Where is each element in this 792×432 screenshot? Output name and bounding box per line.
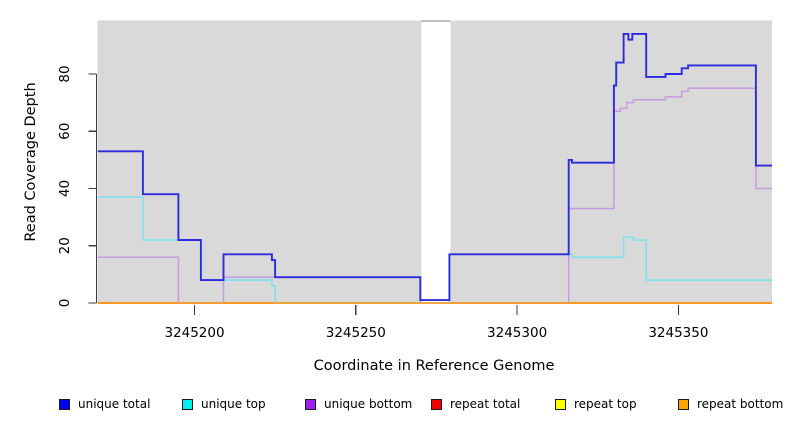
legend-label: unique top	[201, 397, 266, 411]
legend-swatch-unique-top	[182, 399, 193, 410]
legend-label: repeat bottom	[697, 397, 784, 411]
y-tick-label: 20	[57, 237, 73, 254]
legend-item-repeat-top: repeat top	[555, 398, 637, 411]
legend-swatch-unique-bottom	[305, 399, 316, 410]
legend-swatch-repeat-bottom	[678, 399, 689, 410]
legend-item-unique-top: unique top	[182, 398, 266, 411]
y-axis-title: Read Coverage Depth	[23, 82, 39, 242]
series-unique-total	[97, 32, 772, 302]
plot-area: 0 20 40 60 80 3245200 3245250 3245300 3245350	[57, 20, 772, 341]
x-tick-label: 3245250	[326, 325, 386, 341]
legend-item-repeat-bottom: repeat bottom	[678, 398, 783, 411]
legend-label: unique bottom	[324, 397, 413, 411]
plot-panel-0	[97, 20, 422, 304]
legend-label: unique total	[78, 397, 151, 411]
x-tick-label: 3245200	[164, 325, 224, 341]
x-axis-title: Coordinate in Reference Genome	[313, 358, 555, 374]
legend-label: repeat top	[574, 397, 637, 411]
x-tick-label: 3245300	[487, 325, 547, 341]
legend-label: repeat total	[450, 397, 521, 411]
y-tick-label: 0	[57, 299, 73, 308]
legend-swatch-unique-total	[59, 399, 70, 410]
legend-item-unique-bottom: unique bottom	[305, 398, 412, 411]
legend-item-unique-total: unique total	[59, 398, 150, 411]
legend-swatch-repeat-total	[431, 399, 442, 410]
x-tick-label: 3245350	[648, 325, 708, 341]
legend-swatch-repeat-top	[555, 399, 566, 410]
legend-item-repeat-total: repeat total	[431, 398, 520, 411]
y-tick-label: 80	[57, 65, 73, 82]
y-tick-label: 40	[57, 180, 73, 197]
y-tick-label: 60	[57, 123, 73, 140]
